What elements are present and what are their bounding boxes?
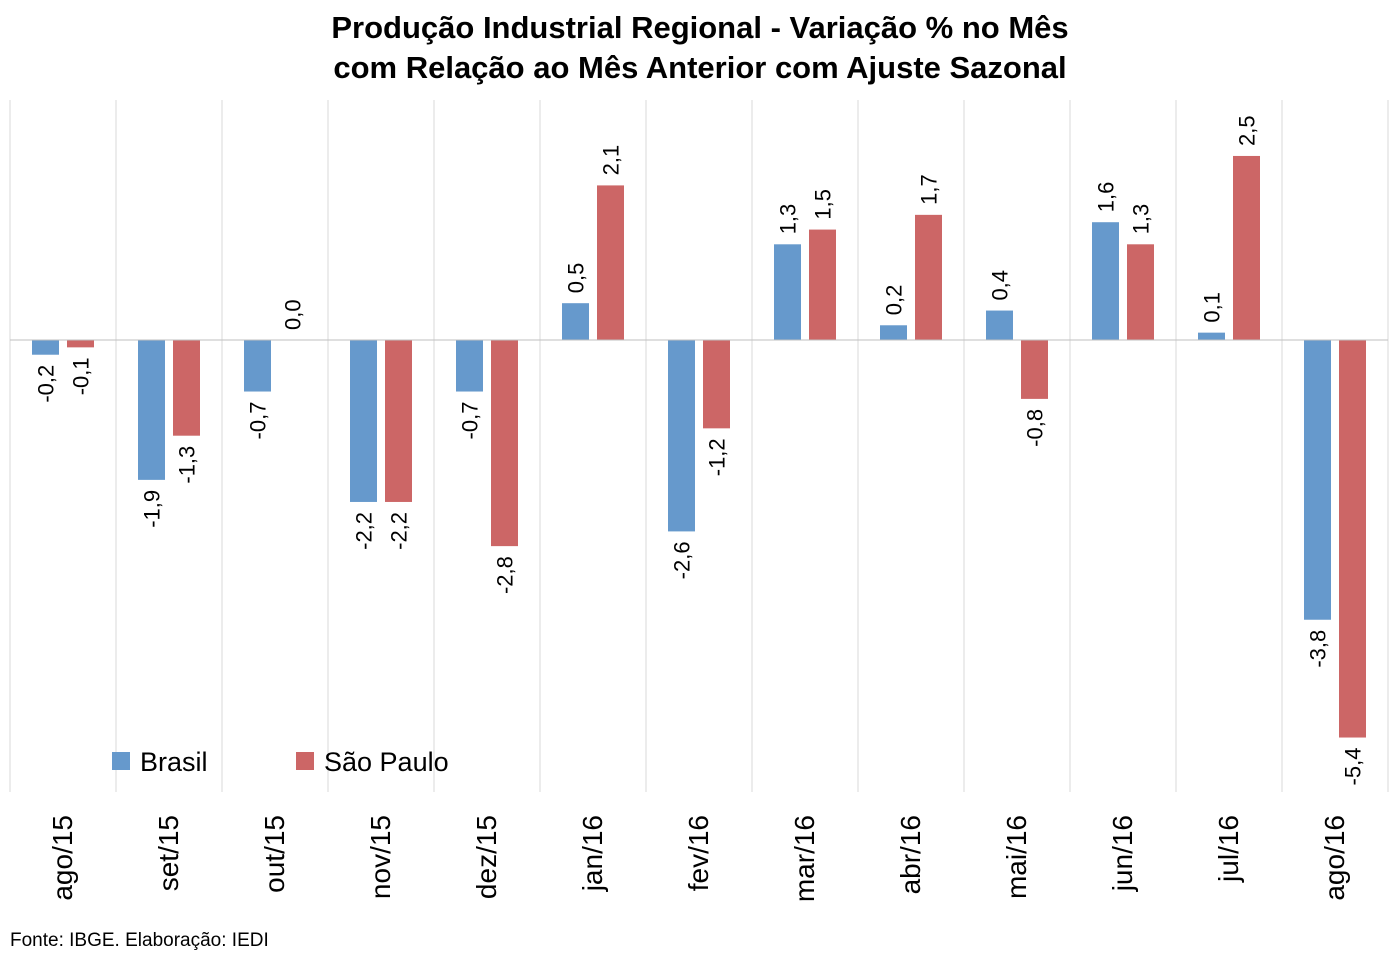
chart-title-line-2: com Relação ao Mês Anterior com Ajuste S…: [333, 50, 1067, 85]
legend-label-s-o-paulo: São Paulo: [324, 747, 449, 777]
category-label-11: jul/16: [1213, 815, 1244, 883]
value-labels: -0,2 -0,1 -1,9 -1,3 -0,7 0,0 -2,2 -2,2 -0,7 -2,8 0…: [34, 115, 1366, 785]
bar-brasil-2: [244, 340, 271, 392]
bar-brasil-1: [138, 340, 165, 480]
category-label-2: out/15: [259, 815, 290, 893]
value-label-s-o-paulo-9: -0,8: [1023, 409, 1048, 447]
chart-title-line-1: Produção Industrial Regional - Variação …: [331, 10, 1069, 45]
bar-s-o-paulo-9: [1021, 340, 1048, 399]
bar-s-o-paulo-3: [385, 340, 412, 502]
bar-brasil-0: [32, 340, 59, 355]
value-label-s-o-paulo-12: -5,4: [1341, 748, 1366, 786]
category-label-8: abr/16: [895, 815, 926, 894]
bar-s-o-paulo-8: [915, 214, 942, 340]
bar-brasil-5: [562, 303, 589, 340]
value-label-s-o-paulo-0: -0,1: [69, 357, 94, 395]
value-label-brasil-12: -3,8: [1306, 630, 1331, 668]
value-label-brasil-6: -2,6: [670, 541, 695, 579]
bar-brasil-8: [880, 325, 907, 340]
bars: [32, 155, 1366, 738]
legend-swatch-brasil: [112, 752, 130, 770]
bar-brasil-7: [774, 244, 801, 340]
value-label-brasil-5: 0,5: [564, 263, 589, 294]
value-label-brasil-1: -1,9: [140, 490, 165, 528]
chart-title: Produção Industrial Regional - Variação …: [0, 8, 1392, 88]
bar-brasil-12: [1304, 340, 1331, 620]
bar-s-o-paulo-11: [1233, 155, 1260, 340]
bar-brasil-11: [1198, 332, 1225, 340]
value-label-brasil-0: -0,2: [34, 365, 59, 403]
value-label-s-o-paulo-1: -1,3: [175, 446, 200, 484]
bar-brasil-6: [668, 340, 695, 532]
bar-s-o-paulo-7: [809, 229, 836, 340]
value-label-brasil-2: -0,7: [246, 402, 271, 440]
bar-s-o-paulo-6: [703, 340, 730, 429]
value-label-brasil-10: 1,6: [1094, 182, 1119, 213]
value-label-s-o-paulo-7: 1,5: [811, 189, 836, 220]
value-label-brasil-7: 1,3: [776, 204, 801, 235]
category-label-7: mar/16: [789, 815, 820, 902]
category-label-5: jan/16: [577, 815, 608, 892]
bar-brasil-3: [350, 340, 377, 502]
category-label-6: fev/16: [683, 815, 714, 891]
value-label-s-o-paulo-10: 1,3: [1129, 204, 1154, 235]
category-labels: ago/15 set/15 out/15 nov/15 dez/15 jan/16 fev/…: [47, 815, 1350, 902]
bar-s-o-paulo-5: [597, 185, 624, 340]
value-label-s-o-paulo-3: -2,2: [387, 512, 412, 550]
value-label-s-o-paulo-8: 1,7: [917, 174, 942, 205]
category-label-3: nov/15: [365, 815, 396, 899]
value-label-brasil-9: 0,4: [988, 270, 1013, 301]
value-label-brasil-8: 0,2: [882, 285, 907, 316]
category-label-10: jun/16: [1107, 815, 1138, 892]
legend-swatch-s-o-paulo: [296, 752, 314, 770]
category-label-1: set/15: [153, 815, 184, 891]
category-label-0: ago/15: [47, 815, 78, 901]
bar-brasil-4: [456, 340, 483, 392]
value-label-brasil-3: -2,2: [352, 512, 377, 550]
bar-brasil-9: [986, 310, 1013, 340]
category-label-9: mai/16: [1001, 815, 1032, 899]
gridlines: [9, 100, 1389, 792]
value-label-s-o-paulo-11: 2,5: [1235, 115, 1260, 146]
value-label-s-o-paulo-2: 0,0: [281, 299, 306, 330]
legend: Brasil São Paulo: [112, 747, 449, 777]
value-label-s-o-paulo-5: 2,1: [599, 145, 624, 176]
legend-label-brasil: Brasil: [140, 747, 208, 777]
value-label-s-o-paulo-4: -2,8: [493, 556, 518, 594]
value-label-brasil-4: -0,7: [458, 402, 483, 440]
bar-s-o-paulo-12: [1339, 340, 1366, 738]
value-label-s-o-paulo-6: -1,2: [705, 438, 730, 476]
category-label-12: ago/16: [1319, 815, 1350, 901]
category-label-4: dez/15: [471, 815, 502, 899]
bar-s-o-paulo-0: [67, 340, 94, 348]
bar-s-o-paulo-4: [491, 340, 518, 547]
bar-brasil-10: [1092, 222, 1119, 340]
bar-s-o-paulo-1: [173, 340, 200, 436]
bar-s-o-paulo-10: [1127, 244, 1154, 340]
value-label-brasil-11: 0,1: [1200, 292, 1225, 323]
source-note: Fonte: IBGE. Elaboração: IEDI: [10, 930, 269, 951]
